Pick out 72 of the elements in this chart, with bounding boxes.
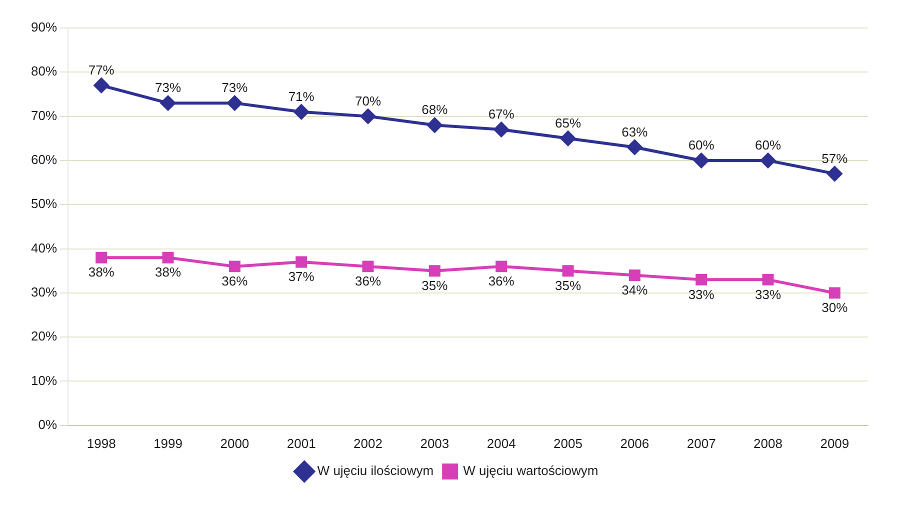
x-tick-label: 2007 [686, 436, 716, 451]
x-tick-label: 2003 [420, 436, 450, 451]
point [762, 274, 774, 286]
point [696, 274, 708, 286]
legend-label: W ujęciu ilościowym [317, 463, 434, 478]
x-tick-label: 2009 [820, 436, 850, 451]
x-tick-label: 2000 [220, 436, 250, 451]
data-label: 77% [88, 62, 115, 78]
point [627, 140, 642, 155]
point [94, 78, 109, 93]
x-tick-label: 2002 [354, 436, 382, 451]
point [294, 104, 309, 120]
y-tick-label: 20% [30, 328, 58, 344]
point [496, 260, 508, 272]
point [428, 265, 440, 277]
x-tick-label: 2004 [486, 436, 516, 451]
x-tick-label: 2008 [754, 436, 782, 451]
data-label: 63% [622, 124, 648, 140]
point [628, 270, 640, 282]
point [427, 118, 442, 133]
point [96, 252, 108, 264]
data-label: 67% [488, 106, 515, 122]
y-tick-label: 50% [30, 196, 58, 212]
point [562, 265, 574, 277]
data-label: 35% [422, 278, 448, 293]
point [162, 252, 174, 264]
y-tick-label: 40% [30, 240, 58, 256]
data-label: 33% [754, 286, 782, 302]
y-tick-label: 80% [30, 64, 58, 79]
point [694, 152, 709, 168]
x-tick-label: 2001 [286, 436, 316, 451]
point [760, 152, 776, 168]
data-label: 36% [354, 274, 382, 289]
data-label: 33% [688, 286, 715, 302]
point [227, 96, 242, 111]
point [360, 108, 376, 124]
point [160, 96, 176, 111]
x-tick-label: 2005 [554, 436, 582, 451]
data-label: 60% [754, 138, 782, 153]
x-tick-label: 2006 [620, 436, 650, 451]
data-label: 68% [422, 102, 448, 118]
point [827, 166, 842, 182]
y-tick-label: 90% [30, 20, 58, 35]
point [228, 260, 240, 272]
data-label: 36% [488, 274, 515, 289]
point [560, 130, 576, 146]
point [828, 287, 840, 299]
data-label: 73% [222, 80, 248, 96]
point [296, 256, 308, 268]
data-label: 34% [622, 282, 648, 298]
point [494, 122, 509, 138]
x-tick-label: 1999 [154, 436, 182, 451]
data-label: 71% [288, 88, 315, 104]
y-tick-label: 30% [30, 284, 58, 300]
x-tick-label: 1998 [86, 436, 116, 451]
y-tick-label: 0% [38, 416, 58, 432]
data-label: 70% [354, 93, 382, 108]
data-label: 60% [688, 138, 715, 153]
data-label: 36% [222, 274, 248, 289]
data-label: 65% [554, 115, 582, 130]
y-tick-label: 60% [30, 152, 58, 168]
data-label: 38% [88, 264, 115, 280]
data-label: 30% [822, 300, 848, 316]
data-label: 57% [822, 150, 848, 166]
y-tick-label: 70% [30, 108, 58, 123]
legend-label: W ujęciu wartościowym [463, 463, 598, 478]
data-label: 35% [554, 278, 582, 293]
y-tick-label: 10% [30, 372, 58, 388]
data-label: 73% [155, 80, 182, 96]
data-label: 38% [155, 264, 182, 280]
point [362, 260, 374, 272]
data-label: 37% [288, 269, 315, 284]
